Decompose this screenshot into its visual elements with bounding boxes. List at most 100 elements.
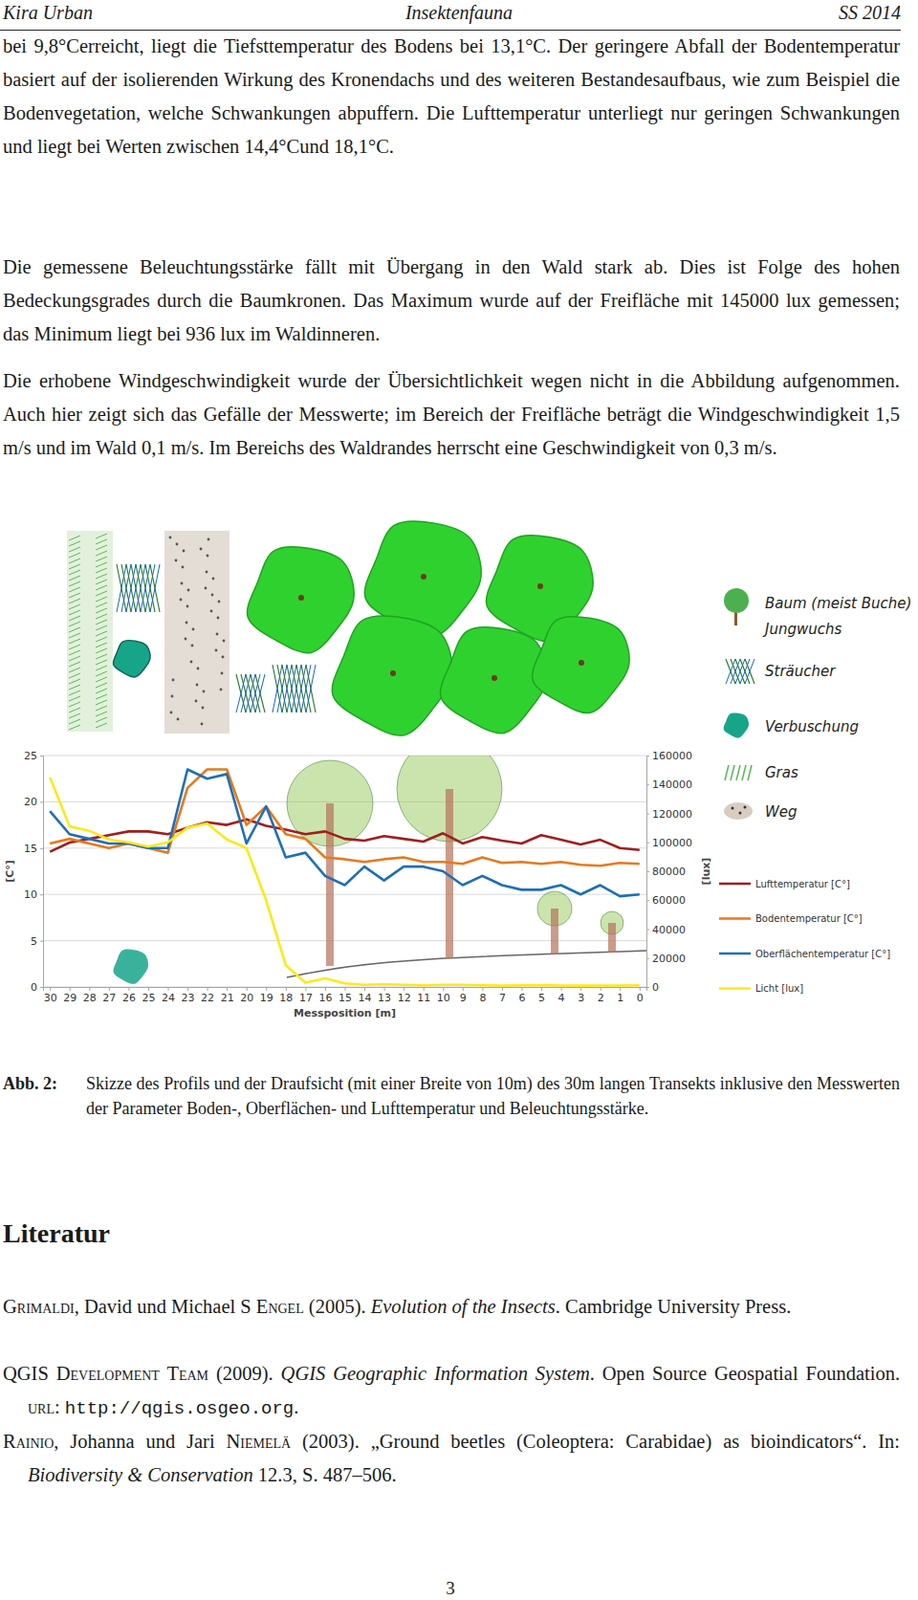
legend-label: Oberflächentemperatur [C°] [755, 948, 891, 960]
tick-label: 24 [161, 991, 175, 1005]
x-tick: 27 [102, 986, 116, 1005]
x-tick: 5 [538, 986, 546, 1005]
tick-mark [40, 755, 44, 757]
shrub-hatch [725, 658, 736, 684]
tick-label: 3 [577, 991, 585, 1005]
grass-stroke [95, 642, 108, 648]
y2-tick: 120000 [646, 808, 693, 821]
y-tick: 0 [30, 981, 44, 994]
profile-trunk [550, 908, 559, 955]
grass-stroke [68, 575, 81, 581]
x-tick: 24 [161, 986, 175, 1005]
tick-mark [639, 986, 641, 991]
grass-stroke [68, 684, 81, 690]
path-dot [217, 616, 220, 620]
grass-stroke [95, 539, 108, 545]
tick-label: 0 [30, 981, 38, 994]
tick-mark [128, 986, 130, 991]
reference-part: Rainio [2, 1430, 54, 1452]
reference-part: , David und Michael S [74, 1295, 257, 1317]
shrub-hatch [282, 664, 292, 713]
shrub-hatch [744, 658, 755, 684]
y-axis: 0510152025 [23, 749, 44, 994]
tick-mark [646, 929, 650, 931]
tick-mark [462, 986, 464, 991]
tick-label: 160000 [652, 749, 693, 763]
grass-stroke [95, 590, 108, 596]
grass-stroke [68, 587, 81, 592]
shrub-hatch [236, 674, 246, 713]
grass-stroke [95, 545, 108, 550]
tick-mark [40, 940, 44, 942]
grass-stroke [68, 690, 81, 696]
grass-stroke [68, 564, 81, 569]
tick-mark [265, 986, 267, 991]
tick-mark [246, 986, 248, 991]
grass-stroke [68, 701, 81, 707]
sketch-legend-label: Baum (meist Buche) [765, 594, 912, 612]
series-line [49, 777, 640, 986]
x-tick: 13 [377, 986, 392, 1005]
grass-stroke [95, 619, 108, 625]
tree-crown [439, 627, 547, 734]
grass-stroke [95, 677, 108, 682]
path-strip [164, 530, 230, 734]
y2-tick: 160000 [646, 749, 693, 763]
tick-mark [49, 986, 51, 991]
grass-stroke [68, 713, 81, 719]
shrub-hatch [744, 658, 755, 684]
tick-label: 8 [479, 991, 486, 1005]
path-dot [222, 639, 226, 643]
grass-stroke [95, 688, 108, 694]
tick-label: 30 [43, 991, 58, 1005]
y2-tick: 60000 [646, 894, 686, 907]
tick-label: 25 [23, 749, 38, 763]
legend-icon [736, 765, 741, 781]
legend-swatch [719, 952, 751, 956]
grass-stroke [95, 648, 108, 654]
tick-mark [88, 986, 90, 991]
shrub-hatch [286, 664, 297, 713]
path-dot [196, 667, 200, 671]
legend-label: Bodentemperatur [C°] [755, 913, 863, 924]
tick-label: 20 [240, 991, 254, 1005]
series-line [49, 769, 640, 897]
tree-crown [532, 616, 631, 714]
y2-tick: 40000 [646, 923, 686, 937]
plot-area [49, 769, 640, 986]
shrub-hatch [725, 658, 736, 684]
legend-icon [747, 765, 752, 781]
tick-label: 18 [279, 991, 293, 1005]
shrub-hatch [301, 664, 311, 713]
x-tick: 4 [558, 986, 566, 1005]
ground-line [286, 950, 647, 978]
tick-mark [384, 986, 386, 991]
tree-crown [246, 546, 354, 654]
x-tick: 1 [616, 986, 624, 1005]
grass-stroke [68, 638, 81, 644]
shrub-hatch [272, 664, 283, 713]
shrub-hatch [735, 658, 745, 684]
shrub-hatch [150, 564, 160, 612]
tick-mark [403, 986, 405, 991]
shrub-hatch [131, 564, 141, 612]
path-dot [185, 621, 189, 625]
grass-stroke [68, 650, 81, 656]
path-dot [196, 683, 199, 687]
grass-stroke [95, 711, 108, 717]
shrub-hatch [140, 564, 151, 612]
path-dot [174, 559, 178, 563]
grass-stroke [68, 581, 81, 587]
tick-label: 28 [83, 991, 97, 1005]
tick-label: 5 [538, 991, 546, 1005]
tick-label: 15 [338, 991, 352, 1005]
tree-stem [578, 659, 585, 666]
tick-mark [364, 986, 366, 991]
shrub-hatch [740, 658, 750, 684]
path-dot [172, 678, 175, 682]
tick-mark [521, 986, 523, 991]
grass-stroke [95, 682, 108, 688]
y-tick: 20 [23, 795, 44, 809]
path-dot [220, 672, 224, 676]
reference: QGIS Development Team (2009). QGIS Geogr… [2, 1356, 900, 1426]
